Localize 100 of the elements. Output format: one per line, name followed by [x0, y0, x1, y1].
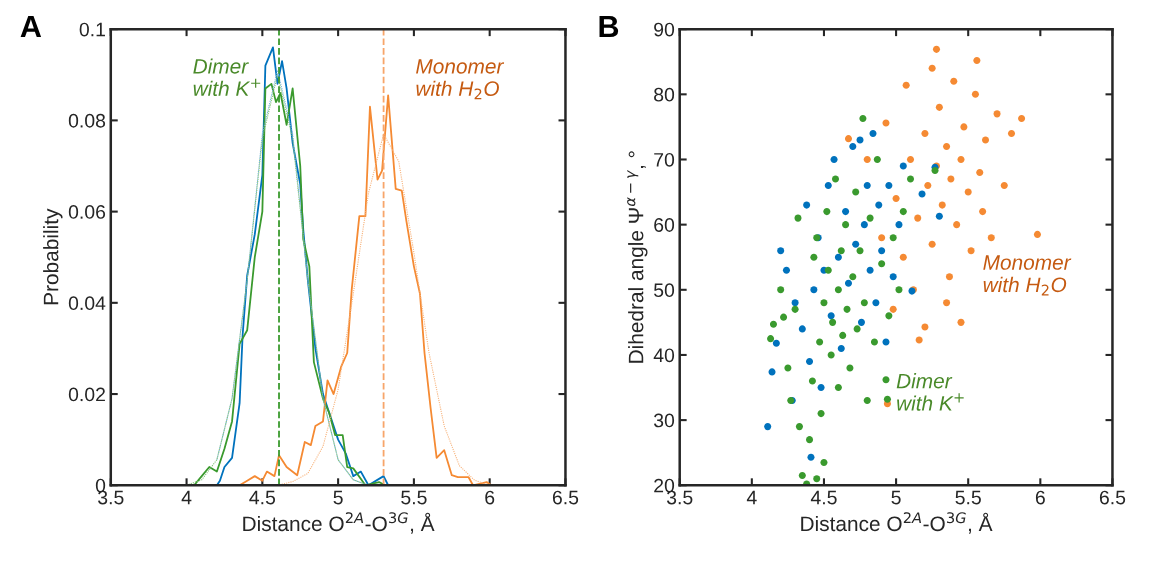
- point: [813, 475, 821, 483]
- x-tick-label: 6: [1035, 490, 1045, 505]
- point: [798, 325, 806, 333]
- point: [938, 201, 946, 209]
- point: [987, 234, 995, 242]
- point: [807, 453, 815, 461]
- point: [842, 208, 850, 216]
- point: [810, 253, 818, 261]
- point: [777, 247, 785, 255]
- annotation: Dimer with K$^{+}$: [193, 58, 261, 96]
- point: [844, 135, 853, 143]
- point: [947, 175, 955, 183]
- point: [882, 376, 890, 384]
- point: [873, 155, 881, 164]
- point: [834, 286, 842, 294]
- point: [764, 423, 772, 431]
- point: [967, 247, 975, 255]
- x-tick-label: 5.5: [401, 490, 427, 505]
- point: [889, 273, 897, 281]
- point: [803, 201, 811, 209]
- point: [869, 129, 877, 137]
- point: [971, 90, 979, 98]
- point: [834, 253, 842, 261]
- point: [960, 123, 968, 131]
- point: [782, 266, 790, 274]
- y-tick-label: 50: [654, 283, 675, 298]
- point: [837, 344, 845, 352]
- point: [931, 167, 939, 175]
- point: [768, 368, 776, 376]
- point: [872, 299, 880, 307]
- point: [915, 336, 923, 344]
- point: [878, 247, 886, 255]
- y-tick-label: 0.1: [79, 22, 105, 37]
- point: [791, 299, 799, 307]
- point: [831, 175, 840, 183]
- point: [964, 188, 972, 196]
- x-tick-label: 6.5: [1099, 490, 1126, 505]
- point: [902, 81, 910, 89]
- point: [885, 182, 893, 190]
- point: [805, 357, 814, 366]
- point: [823, 208, 831, 216]
- point: [824, 266, 832, 274]
- point: [777, 286, 785, 294]
- point: [875, 201, 883, 209]
- point: [935, 103, 943, 111]
- x-axis-title: Distance O$^{2A}$-O$^{3G}$, Å: [801, 512, 993, 534]
- point: [928, 240, 936, 248]
- point: [928, 64, 936, 72]
- point: [820, 458, 828, 466]
- point: [852, 240, 860, 248]
- point: [843, 305, 851, 313]
- y-tick-label: 70: [654, 152, 675, 167]
- point: [957, 155, 965, 164]
- y-tick-label: 0.02: [68, 387, 105, 402]
- point: [889, 234, 897, 242]
- point: [993, 110, 1001, 118]
- x-tick-label: 6.5: [552, 490, 579, 505]
- point: [816, 338, 824, 346]
- y-tick-label: 90: [654, 22, 675, 37]
- point: [953, 221, 961, 229]
- point: [878, 234, 886, 242]
- point: [932, 45, 941, 53]
- x-tick-label: 4: [746, 490, 757, 505]
- point: [882, 338, 890, 346]
- point: [981, 136, 990, 144]
- point: [899, 208, 907, 216]
- point: [921, 323, 929, 331]
- point: [827, 312, 835, 320]
- point: [863, 182, 871, 190]
- point: [860, 299, 868, 307]
- point: [827, 351, 835, 359]
- point: [870, 338, 878, 346]
- y-axis-title: Probability: [43, 208, 63, 305]
- point: [950, 77, 958, 85]
- point: [863, 397, 871, 405]
- annotation: Dimer with K$^{+}$: [896, 373, 964, 411]
- chart-title: B: [599, 16, 619, 38]
- point: [957, 318, 965, 326]
- x-axis-title: Distance O$^{2A}$-O$^{3G}$, Å: [243, 512, 435, 534]
- point: [852, 188, 860, 196]
- point: [857, 318, 865, 326]
- point: [1007, 129, 1016, 137]
- point: [892, 195, 900, 203]
- point: [780, 313, 788, 321]
- point: [767, 335, 775, 343]
- point: [856, 247, 864, 255]
- y-tick-label: 80: [654, 87, 675, 102]
- point: [769, 320, 778, 328]
- point: [943, 142, 951, 150]
- point: [895, 221, 903, 229]
- point: [906, 175, 915, 183]
- point: [1018, 114, 1026, 122]
- y-tick-label: 0.04: [68, 296, 106, 311]
- annotation: Monomer with H$_{2}$O: [983, 255, 1072, 296]
- point: [817, 383, 825, 392]
- point: [820, 299, 828, 307]
- x-tick-label: 4.5: [249, 490, 276, 505]
- point: [860, 221, 868, 229]
- y-tick-label: 40: [653, 348, 675, 363]
- point: [863, 155, 871, 164]
